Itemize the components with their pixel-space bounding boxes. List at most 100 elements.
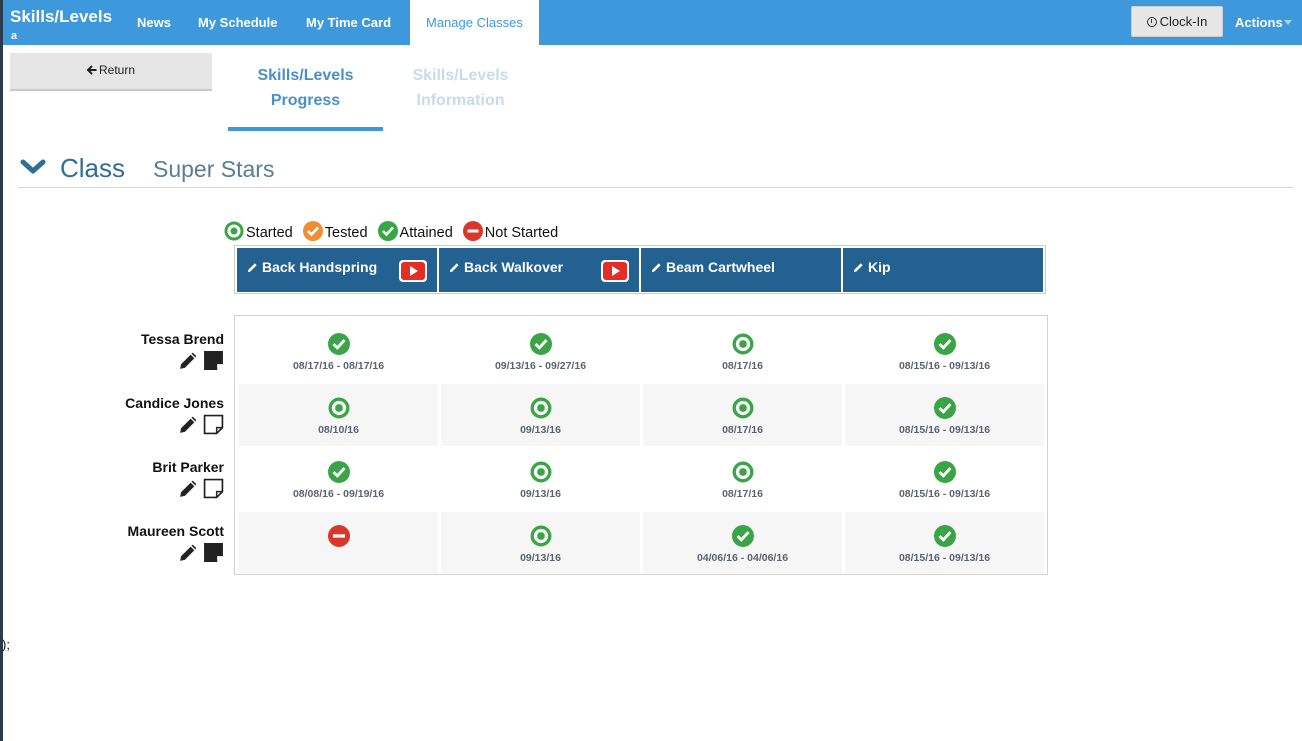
note-filled-icon[interactable]	[199, 350, 224, 370]
student-actions	[125, 414, 224, 435]
progress-dates: 09/13/16 - 09/27/16	[494, 360, 587, 372]
skill-header-back-walkover[interactable]: Back Walkover	[439, 248, 639, 292]
legend-not-started-label: Not Started	[484, 225, 559, 241]
legend-started: Started	[224, 221, 293, 241]
skill-progress-cell[interactable]: 08/15/16 - 09/13/16	[845, 512, 1044, 574]
skill-progress-cell[interactable]: 09/13/16	[441, 512, 640, 574]
skill-name: Kip	[868, 259, 891, 275]
clock-in-button[interactable]: Clock-In	[1131, 6, 1223, 37]
attained-icon	[731, 525, 754, 551]
attained-icon	[933, 525, 956, 551]
stray-code-text: );	[2, 637, 10, 652]
started-icon	[732, 333, 754, 359]
started-icon	[732, 461, 754, 487]
skill-header-kip[interactable]: Kip	[843, 248, 1043, 292]
skills-header-row: Back Handspring Back Walkover Beam Cartw…	[234, 245, 1046, 294]
skill-progress-cell[interactable]: 09/13/16	[441, 384, 640, 446]
return-button[interactable]: Return	[10, 53, 212, 91]
legend-started-label: Started	[246, 225, 293, 241]
skill-header-beam-cartwheel[interactable]: Beam Cartwheel	[641, 248, 841, 292]
nav-my-schedule[interactable]: My Schedule	[198, 15, 278, 30]
progress-dates: 08/10/16	[318, 424, 359, 436]
skill-progress-cell[interactable]	[239, 512, 438, 574]
skill-header-back-handspring[interactable]: Back Handspring	[237, 248, 437, 292]
skill-progress-cell[interactable]: 08/17/16	[643, 448, 842, 510]
skill-progress-cell[interactable]: 08/15/16 - 09/13/16	[845, 448, 1044, 510]
progress-dates: 08/17/16	[722, 424, 763, 436]
skills-progress-grid: 08/17/16 - 08/17/16 09/13/16 - 09/27/16 08…	[234, 315, 1048, 575]
youtube-icon[interactable]	[601, 260, 629, 282]
skill-progress-cell[interactable]: 08/17/16	[643, 320, 842, 382]
edit-pencil-icon[interactable]	[174, 478, 199, 497]
student-row-label: Tessa Brend	[141, 331, 224, 371]
caret-down-icon	[1283, 20, 1292, 25]
student-row-label: Candice Jones	[125, 395, 224, 435]
skill-progress-cell[interactable]: 08/17/16	[643, 384, 842, 446]
class-label: Class	[60, 153, 126, 183]
attained-icon	[327, 333, 350, 359]
skill-progress-cell[interactable]: 09/13/16	[441, 448, 640, 510]
skill-progress-cell[interactable]: 04/06/16 - 04/06/16	[643, 512, 842, 574]
tab-information-line2: Information	[416, 92, 505, 109]
tab-skills-information[interactable]: Skills/Levels Information	[383, 63, 538, 113]
chevron-down-icon[interactable]	[20, 158, 46, 176]
legend-tested: Tested	[302, 221, 368, 241]
tested-icon	[302, 221, 323, 241]
pencil-icon	[449, 263, 459, 273]
progress-dates: 09/13/16	[520, 488, 561, 500]
clock-in-label: Clock-In	[1159, 14, 1208, 29]
brand-title[interactable]: Skills/Levels	[10, 7, 113, 26]
progress-dates: 08/08/16 - 09/19/16	[292, 488, 385, 500]
tab-skills-progress[interactable]: Skills/Levels Progress	[228, 63, 383, 131]
note-filled-icon[interactable]	[199, 542, 224, 562]
progress-dates: 08/15/16 - 09/13/16	[898, 488, 991, 500]
student-actions	[128, 542, 224, 563]
progress-dates: 08/15/16 - 09/13/16	[898, 552, 991, 564]
student-actions	[141, 350, 224, 371]
skill-progress-cell[interactable]: 08/08/16 - 09/19/16	[239, 448, 438, 510]
skill-progress-cell[interactable]: 08/10/16	[239, 384, 438, 446]
student-name[interactable]: Tessa Brend	[141, 331, 224, 347]
actions-label: Actions	[1235, 15, 1283, 30]
legend-attained-label: Attained	[399, 225, 453, 241]
progress-dates: 08/17/16 - 08/17/16	[292, 360, 385, 372]
skill-progress-cell[interactable]: 08/15/16 - 09/13/16	[845, 384, 1044, 446]
skill-progress-cell[interactable]: 09/13/16 - 09/27/16	[441, 320, 640, 382]
student-name[interactable]: Brit Parker	[152, 459, 224, 475]
progress-dates: 08/17/16	[722, 360, 763, 372]
youtube-icon[interactable]	[399, 260, 427, 282]
progress-dates: 04/06/16 - 04/06/16	[696, 552, 789, 564]
started-icon	[224, 221, 244, 241]
attained-icon	[933, 397, 956, 423]
note-empty-icon[interactable]	[199, 478, 224, 499]
attained-icon	[377, 221, 398, 241]
brand-subtitle: a	[11, 30, 18, 42]
skill-progress-cell[interactable]: 08/17/16 - 08/17/16	[239, 320, 438, 382]
started-icon	[732, 397, 754, 423]
note-empty-icon[interactable]	[199, 414, 224, 435]
progress-dates: 09/13/16	[520, 552, 561, 564]
edit-pencil-icon[interactable]	[174, 542, 199, 561]
status-legend: Started Tested Attained Not Started	[224, 221, 564, 243]
pencil-icon	[247, 263, 257, 273]
student-name[interactable]: Maureen Scott	[127, 523, 224, 539]
pencil-icon	[853, 263, 863, 273]
nav-news[interactable]: News	[137, 15, 171, 30]
actions-dropdown[interactable]: Actions	[1235, 0, 1292, 45]
student-name[interactable]: Candice Jones	[125, 395, 224, 411]
edit-pencil-icon[interactable]	[174, 350, 199, 369]
top-navbar: Skills/Levels a News My Schedule My Time…	[3, 0, 1302, 45]
attained-icon	[529, 333, 552, 359]
progress-dates: 08/15/16 - 09/13/16	[898, 424, 991, 436]
tab-information-line1: Skills/Levels	[412, 67, 509, 84]
nav-my-time-card[interactable]: My Time Card	[306, 15, 392, 30]
skill-progress-cell[interactable]: 08/15/16 - 09/13/16	[845, 320, 1044, 382]
not-started-icon	[462, 221, 483, 241]
nav-manage-classes[interactable]: Manage Classes	[410, 0, 539, 45]
attained-icon	[327, 461, 350, 487]
attained-icon	[933, 333, 956, 359]
skill-name: Back Handspring	[262, 259, 378, 275]
edit-pencil-icon[interactable]	[174, 414, 199, 433]
pencil-icon	[651, 263, 661, 273]
return-label: Return	[98, 63, 136, 77]
